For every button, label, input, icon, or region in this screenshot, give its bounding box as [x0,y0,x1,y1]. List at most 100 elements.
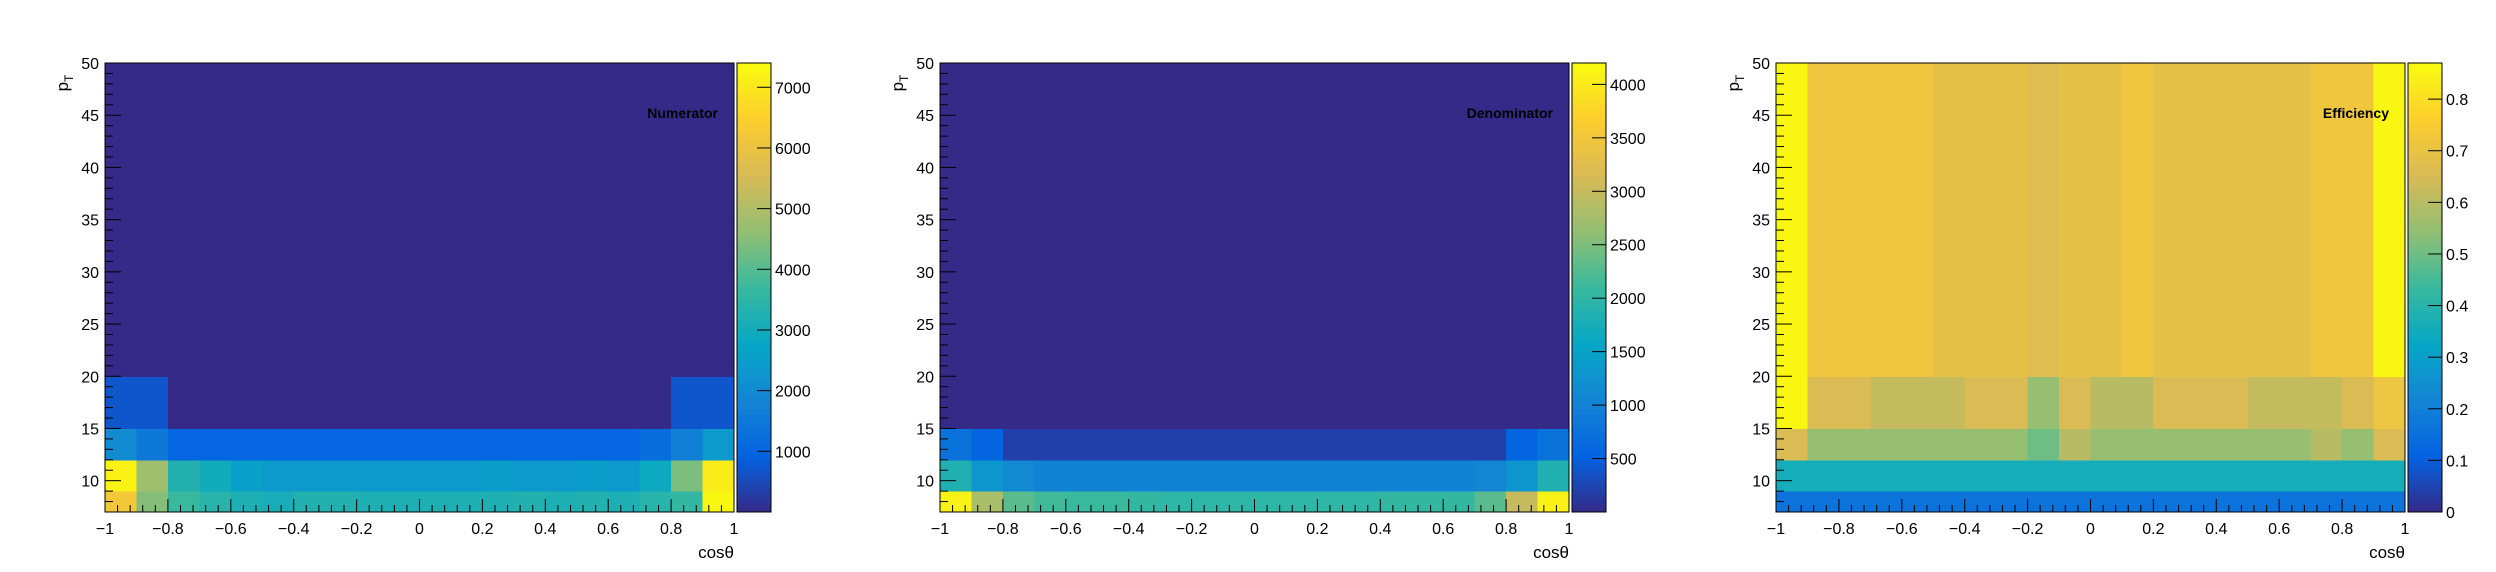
heatmap-cell [136,428,169,461]
palette-band [2408,431,2442,437]
palette-band [1572,404,1606,410]
palette-band [2408,359,2442,365]
palette-band [2408,112,2442,118]
palette-band [1572,63,1606,69]
heatmap-cell [1964,491,1997,513]
palette-band [1572,408,1606,414]
heatmap-cell [1933,491,1966,513]
y-tick-label: 30 [1752,265,1770,282]
heatmap-cell [2216,459,2249,492]
x-axis: −1 −0.8 −0.6 −0.4 −0.2 0 0.2 0.4 0.6 0.8 1 cosθ [1767,499,2410,562]
palette-band [737,300,771,307]
heatmap-cell [1964,428,1997,461]
heatmap-cell [2342,428,2375,461]
heatmap-cell [2184,376,2217,430]
palette-band [737,453,771,459]
palette-band [737,220,771,226]
palette-band [1572,193,1606,199]
heatmap-cell [230,459,263,492]
heatmap-cell [1285,376,1318,430]
palette-band [2408,251,2442,257]
heatmap-cell [608,428,641,461]
y-axis-label: pT [53,74,76,91]
palette-band [1572,480,1606,486]
palette-band [2408,471,2442,477]
palette-band [1572,175,1606,181]
heatmap-cell [1901,459,1934,492]
palette-band [2408,71,2442,78]
heatmap-cell [2342,459,2375,492]
palette-band [737,413,771,419]
heatmap-cell [2059,459,2092,492]
palette-band [1572,422,1606,428]
palette-band [737,458,771,464]
heatmap-cell [1002,63,1035,377]
heatmap-cell [2373,63,2406,377]
palette-band [737,283,771,289]
palette-band [737,139,771,145]
palette-frame [2407,62,2443,513]
heatmap-cell [1034,459,1067,492]
palette-band [1572,467,1606,473]
heatmap-cell [356,376,389,430]
palette-band [737,67,771,73]
z-tick-label: 1000 [775,444,811,461]
palette-band [2408,220,2442,226]
palette-band [1572,431,1606,437]
heatmap-cell [482,459,515,492]
palette-band [1572,494,1606,500]
palette-band [2408,206,2442,212]
heatmap-cell [1838,63,1871,377]
z-tick-label: 0.1 [2446,453,2468,470]
palette-band [2408,211,2442,217]
heatmap-cell [671,428,704,461]
heatmap-cell [1128,376,1161,430]
heatmap-cell [1128,428,1161,461]
heatmap-cell [2027,491,2060,513]
palette-band [1572,485,1606,491]
heatmap-cell [1380,63,1413,377]
heatmap-cell [262,428,295,461]
palette-band [1572,161,1606,167]
palette-band [737,89,771,96]
heatmap-cell [1034,428,1067,461]
palette-band [1572,143,1606,149]
palette-band [1572,318,1606,325]
palette-band [737,485,771,491]
palette-band [2408,395,2442,401]
heatmap-cell [2310,491,2343,513]
heatmap-cell [1034,63,1067,377]
palette-band [2408,143,2442,149]
palette-band [1572,440,1606,446]
y-tick-label: 50 [1752,56,1770,73]
palette-band [2408,444,2442,450]
heatmap-cell [576,491,609,513]
heatmap-cell [1254,428,1287,461]
palette-band [2408,368,2442,374]
z-tick-label: 3000 [775,323,811,340]
heatmap-cell [1996,428,2029,461]
heatmap-cell [1065,63,1098,377]
heatmap-cell [1443,459,1476,492]
palette-band [737,368,771,374]
heatmap-cell [2247,428,2280,461]
x-tick-label: −0.6 [215,521,247,538]
palette-band [1572,462,1606,468]
heatmap-cell [2090,63,2123,377]
heatmap-cell [1380,491,1413,513]
heatmap-cell [1474,491,1507,513]
palette-band [1572,354,1606,360]
palette-band [2408,188,2442,194]
heatmap-cell [1474,459,1507,492]
heatmap-cell [671,376,704,430]
palette-band [737,80,771,87]
x-tick-label: −0.8 [152,521,184,538]
palette-band [1572,489,1606,495]
palette-band [737,314,771,320]
palette-band [2408,161,2442,167]
palette-band [1572,260,1606,266]
heatmap-cell [2184,459,2217,492]
palette-band [737,336,771,342]
palette-band [737,260,771,266]
heatmap-cell [1901,63,1934,377]
